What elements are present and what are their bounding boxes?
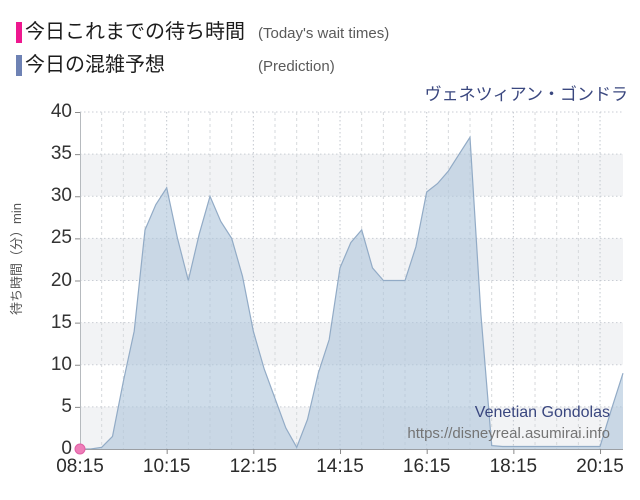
x-tick-label: 10:15 (142, 456, 191, 477)
y-axis-title: 待ち時間（分）min (9, 203, 24, 315)
prediction-area-fill (80, 137, 623, 450)
plot-band (80, 112, 623, 155)
y-tick-label: 10 (50, 353, 72, 375)
legend-label-prediction-jp: 今日の混雑予想 (25, 54, 165, 76)
x-tick-label: 16:15 (402, 456, 451, 477)
y-tick-label: 15 (50, 311, 72, 333)
today-series-swatch (16, 22, 22, 43)
x-tick-label: 20:15 (576, 456, 624, 477)
y-tick-label: 40 (50, 101, 72, 122)
y-tick-label: 5 (61, 395, 72, 417)
y-tick-label: 35 (50, 143, 72, 165)
x-tick-label: 18:15 (489, 456, 538, 477)
legend-label-prediction-en: (Prediction) (258, 58, 335, 75)
x-tick-label: 14:15 (316, 456, 364, 477)
prediction-series-swatch (16, 55, 22, 76)
x-tick-label: 12:15 (229, 456, 278, 477)
watermark-attraction-name: Venetian Gondolas (474, 404, 610, 421)
y-tick-label: 20 (50, 269, 72, 291)
today-wait-marker (74, 443, 86, 455)
legend-label-today-en: (Today's wait times) (258, 25, 390, 42)
y-tick-label: 25 (50, 227, 72, 249)
y-tick-label: 0 (61, 438, 72, 459)
x-tick-label: 08:15 (56, 456, 104, 477)
plot-band (80, 154, 623, 197)
prediction-line (80, 135, 624, 450)
legend-label-today-jp: 今日これまでの待ち時間 (25, 21, 245, 43)
watermark-site-url: https://disneyreal.asumirai.info (407, 425, 610, 442)
y-tick-label: 30 (50, 185, 72, 207)
chart-title: ヴェネツィアン・ゴンドラ (424, 85, 628, 104)
